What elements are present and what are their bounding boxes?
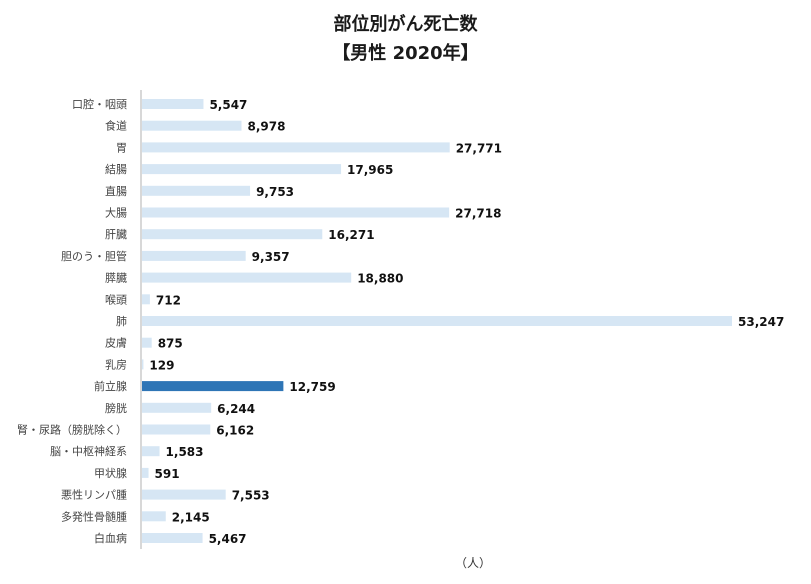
bar [142,467,149,478]
bar [142,185,251,196]
bar [142,359,144,370]
bar [142,402,212,413]
category-label: 直腸 [105,184,127,198]
category-label: 乳房 [105,358,127,371]
value-label: 591 [155,467,180,481]
bar [142,272,352,283]
category-label: 前立腺 [94,379,127,393]
bar [142,99,204,109]
chart-title: 部位別がん死亡数 [333,14,478,35]
chart-title-block: 部位別がん死亡数 【男性 2020年】 [0,10,811,68]
bar [142,424,211,435]
bar [142,489,226,500]
bar [142,207,450,218]
bar [142,337,152,348]
category-label: 肺 [116,315,127,328]
value-label: 875 [158,337,183,351]
bar [142,164,342,175]
value-label: 6,244 [217,402,255,416]
category-label: 脳・中枢神経系 [50,444,127,458]
bar [142,142,450,153]
value-label: 712 [156,293,181,307]
value-label: 1,583 [166,445,204,459]
value-label: 16,271 [328,228,374,242]
value-label: 9,753 [256,185,294,199]
x-axis-unit-label: （人） [455,556,492,570]
value-label: 5,547 [209,98,247,112]
chart-subtitle: 【男性 2020年】 [332,43,479,64]
bar [142,316,732,326]
category-label: 胆のう・胆管 [61,249,127,263]
value-label: 2,145 [172,510,210,524]
bar [142,511,166,522]
value-label: 6,162 [216,424,254,438]
category-label: 腎・尿路（膀胱除く） [17,423,127,437]
category-label: 胃 [116,141,127,154]
bar [142,533,203,543]
category-label: 口腔・咽頭 [72,97,127,111]
category-label: 白血病 [94,531,127,545]
category-label: 肝臓 [105,228,127,241]
category-label: 膀胱 [105,401,127,415]
category-label: 多発性骨髄腫 [61,509,127,523]
category-label: 膵臓 [105,272,127,285]
value-label: 129 [149,358,174,372]
category-label: 皮膚 [105,336,127,350]
category-label: 食道 [105,119,127,133]
value-label: 27,771 [456,141,502,155]
bar [142,120,242,131]
bar-highlighted [142,381,284,392]
category-label: 大腸 [105,206,127,220]
category-label: 悪性リンパ腫 [61,488,127,502]
value-label: 8,978 [247,120,285,134]
bar [142,446,160,457]
bar [142,294,150,305]
value-label: 18,880 [357,272,403,286]
bar [142,250,246,261]
value-label: 12,759 [289,380,335,394]
value-label: 5,467 [209,532,247,546]
value-label: 7,553 [232,489,270,503]
value-label: 17,965 [347,163,393,177]
category-label: 喉頭 [105,293,127,306]
category-label: 甲状腺 [94,466,127,480]
value-label: 27,718 [455,207,501,221]
bar [142,229,323,240]
value-label: 53,247 [738,315,784,329]
category-label: 結腸 [105,162,127,176]
value-label: 9,357 [252,250,290,264]
